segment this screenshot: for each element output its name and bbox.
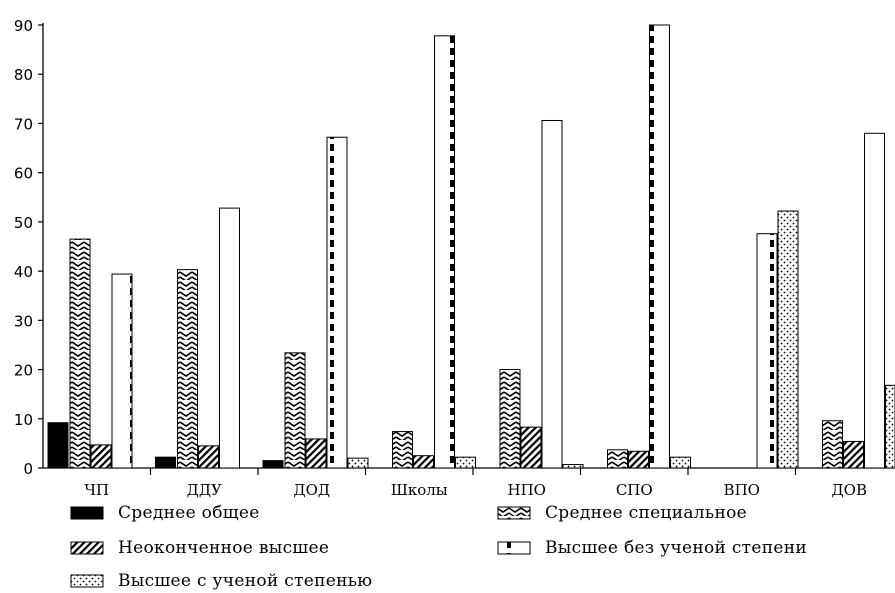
y-tick-label: 40 (14, 263, 33, 281)
bar-diagonal-8 (843, 440, 864, 469)
bar-dashed-5 (541, 119, 563, 469)
bar-zigzag-5 (499, 369, 521, 469)
bar-diagonal-4 (413, 455, 434, 469)
bar-zigzag-4 (392, 431, 413, 469)
bar-dashed-2 (219, 207, 240, 469)
bar-diagonal-6 (628, 450, 649, 469)
x-tick-label: ДОВ (831, 481, 867, 499)
bar-diagonal-2 (198, 445, 219, 469)
y-tick-label: 0 (23, 460, 33, 478)
bar-diagonal-1 (90, 444, 112, 469)
bar-dashed-7 (756, 233, 778, 469)
y-tick-label: 20 (14, 362, 33, 380)
bar-zigzag-6 (607, 449, 628, 469)
x-tick-label: ДОД (293, 481, 330, 499)
bar-zigzag-1 (69, 238, 91, 469)
y-tick-label: 90 (14, 17, 33, 35)
bar-zigzag-2 (177, 269, 198, 469)
bar-solid-2 (155, 456, 176, 469)
bar-solid-3 (262, 460, 284, 469)
x-tick-label: ДДУ (187, 481, 222, 499)
y-axis: 0 10 20 30 40 50 60 70 80 90 (14, 17, 44, 478)
y-tick-label: 10 (14, 411, 33, 429)
bar-diagonal-3 (305, 438, 327, 469)
y-tick-label: 80 (14, 66, 33, 84)
bar-dashed-1 (111, 273, 133, 469)
bar-dotted-5 (562, 464, 584, 469)
y-tick-label: 50 (14, 214, 33, 232)
bar-dashed-3 (326, 136, 348, 469)
bar-solid-1 (47, 422, 69, 469)
y-tick-label: 30 (14, 312, 33, 330)
x-tick-label: ВПО (724, 481, 760, 499)
bar-dashed-6 (649, 24, 670, 469)
x-tick-label: НПО (508, 481, 546, 499)
bar-dotted-8 (885, 384, 895, 469)
x-tick-label: ЧП (84, 481, 109, 499)
bar-diagonal-5 (520, 426, 542, 469)
bar-dotted-4 (455, 456, 476, 469)
bar-dotted-6 (670, 456, 691, 469)
bar-dashed-4 (434, 35, 455, 469)
x-tick-label: СПО (616, 481, 653, 499)
x-tick-label: Школы (391, 481, 448, 499)
bar-dotted-7 (777, 210, 799, 469)
bar-dotted-3 (347, 457, 369, 469)
bar-zigzag-3 (284, 352, 306, 469)
y-tick-label: 70 (14, 115, 33, 133)
x-axis: ЧП ДДУ ДОД Школы НПО СПО ВПО ДОВ (43, 467, 895, 499)
bar-dashed-8 (864, 132, 885, 469)
y-tick-label: 60 (14, 165, 33, 183)
bars (47, 24, 895, 469)
bar-zigzag-8 (822, 420, 843, 469)
